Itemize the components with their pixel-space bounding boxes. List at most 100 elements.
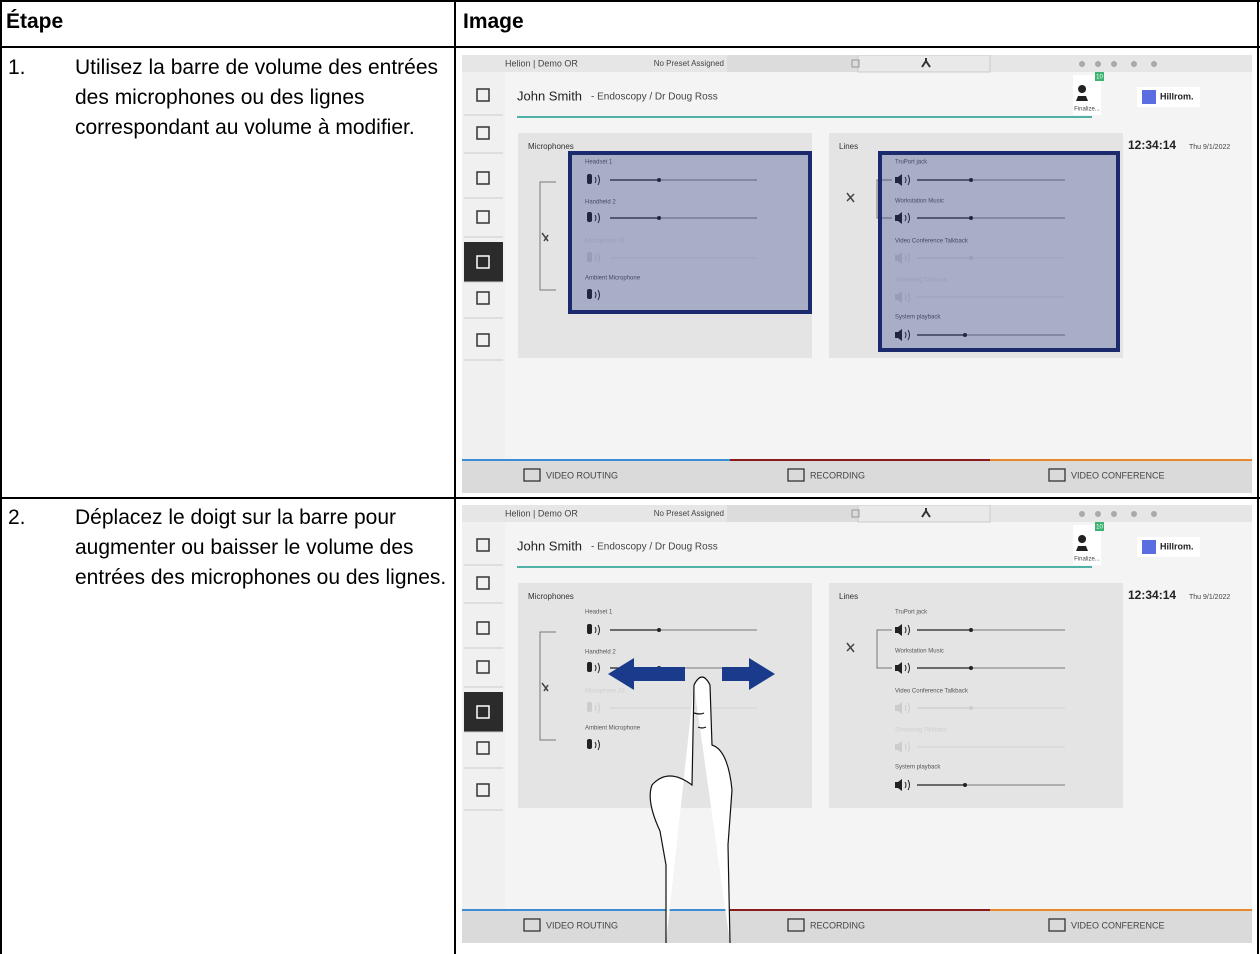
status-icon (1111, 61, 1117, 67)
step-number: 1. (8, 56, 26, 79)
slider-knob (963, 783, 967, 787)
patient-details: - Endoscopy / Dr Doug Ross (591, 542, 718, 553)
sound-waves (594, 212, 600, 224)
sound-waves (904, 741, 910, 753)
tab-accent (462, 909, 730, 911)
input-label: System playback (895, 315, 941, 321)
sidebar-icon (476, 291, 490, 305)
step-text: Utilisez la barre de volume des entrées … (75, 56, 439, 139)
input-label: Video Conference Talkback (895, 689, 969, 695)
sound-waves (594, 739, 600, 751)
sound-waves (904, 624, 910, 636)
tab-icon (523, 918, 541, 932)
tab-icon (1048, 468, 1066, 482)
tab-label: VIDEO CONFERENCE (1071, 470, 1165, 480)
sound-waves (904, 174, 910, 186)
sidebar-icon (476, 171, 490, 185)
arrow-right (722, 658, 775, 690)
finalize-box (1073, 525, 1101, 565)
tab-icon (523, 468, 541, 482)
status-icon (1079, 511, 1085, 517)
panel-title: Microphones (528, 142, 574, 151)
tab-accent (990, 909, 1252, 911)
input-label: System playback (895, 765, 941, 771)
slider-knob (969, 216, 973, 220)
sidebar-icon (476, 210, 490, 224)
column-header: Étape (6, 10, 64, 33)
table-border (0, 497, 1260, 499)
lock-icon (851, 59, 860, 68)
finalize-label: Finalize... (1074, 557, 1100, 563)
tab-label: VIDEO ROUTING (546, 470, 618, 480)
speaker-icon (895, 779, 902, 791)
tab-label: RECORDING (810, 470, 865, 480)
input-label: Microphone #3 (585, 239, 625, 245)
slider-knob (969, 706, 973, 710)
badge: 10 (1096, 75, 1103, 81)
input-label: Headset 1 (585, 160, 613, 166)
input-label: Workstation Music (895, 199, 944, 205)
preset: No Preset Assigned (654, 59, 724, 68)
mic-icon (587, 289, 592, 299)
tab (990, 909, 1252, 943)
sidebar-icon (476, 538, 490, 552)
speaker-icon (895, 741, 902, 753)
screenshot: Helion | Demo OR No Preset Assigned John S… (462, 505, 1252, 943)
panel (829, 583, 1123, 808)
patient-name: John Smith (517, 88, 582, 103)
date: Thu 9/1/2022 (1189, 144, 1230, 151)
patient-name: John Smith (517, 538, 582, 553)
sidebar-icon (476, 621, 490, 635)
mute-icon (541, 232, 549, 242)
hand (649, 676, 733, 943)
input-label: Streaming Talkback (895, 728, 948, 734)
tab-icon (1048, 918, 1066, 932)
status-icon (1079, 61, 1085, 67)
speaker-icon (895, 252, 902, 264)
sidebar-active (464, 242, 503, 282)
sidebar-icon (476, 741, 490, 755)
date: Thu 9/1/2022 (1189, 594, 1230, 601)
panel-title: Lines (839, 142, 858, 151)
tab-accent (990, 459, 1252, 461)
sound-waves (594, 624, 600, 636)
sound-waves (594, 702, 600, 714)
slider-knob (969, 256, 973, 260)
input-label: Video Conference Talkback (895, 239, 969, 245)
highlight (878, 151, 1120, 352)
finalize-label: Finalize... (1074, 107, 1100, 113)
status-icon (1131, 511, 1137, 517)
tab (730, 459, 990, 493)
tab-label: VIDEO CONFERENCE (1071, 920, 1165, 930)
sound-waves (594, 662, 600, 674)
tab-accent (462, 459, 730, 461)
mute-icon (541, 682, 549, 692)
sound-waves (594, 289, 600, 301)
brand: Hillrom. (1160, 91, 1194, 101)
input-label: Handheld 2 (585, 650, 616, 656)
step-text: Déplacez le doigt sur la barre pour augm… (75, 506, 447, 589)
panel-title: Lines (839, 592, 858, 601)
slider-knob (969, 666, 973, 670)
mic-icon (587, 252, 592, 262)
sidebar-icon (476, 660, 490, 674)
status-icon (1095, 511, 1101, 517)
sound-waves (594, 252, 600, 264)
table-border (0, 0, 2, 954)
panel (518, 583, 812, 808)
speaker-icon (895, 702, 902, 714)
input-label: Streaming Talkback (895, 278, 948, 284)
speaker-icon (895, 329, 902, 341)
people-icon (921, 58, 931, 68)
sound-waves (904, 662, 910, 674)
time: 12:34:14 (1128, 588, 1176, 602)
tab-label: VIDEO ROUTING (546, 920, 618, 930)
sidebar-active (464, 692, 503, 732)
location: Helion | Demo OR (505, 58, 578, 68)
input-label: Microphone #3 (585, 689, 625, 695)
mute-icon (846, 192, 855, 203)
mic-icon (587, 739, 592, 749)
mic-icon (587, 174, 592, 184)
highlight (568, 151, 812, 314)
